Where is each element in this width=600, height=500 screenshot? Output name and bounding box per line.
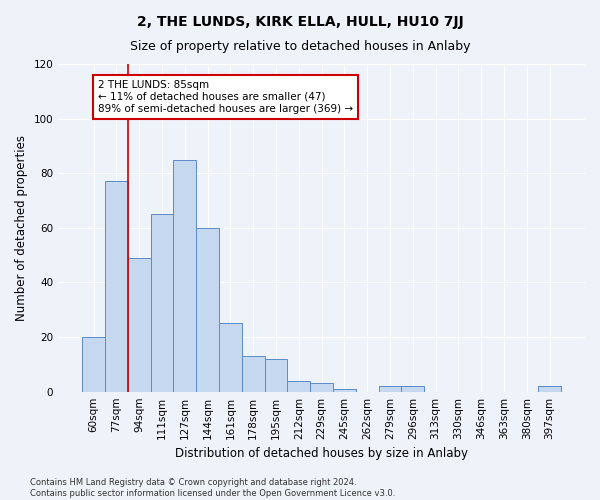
Bar: [242, 356, 265, 392]
Bar: [538, 386, 561, 392]
Bar: [333, 389, 356, 392]
Bar: [265, 359, 287, 392]
Text: 2 THE LUNDS: 85sqm
← 11% of detached houses are smaller (47)
89% of semi-detache: 2 THE LUNDS: 85sqm ← 11% of detached hou…: [98, 80, 353, 114]
Y-axis label: Number of detached properties: Number of detached properties: [15, 135, 28, 321]
Bar: [379, 386, 401, 392]
Bar: [401, 386, 424, 392]
Text: Size of property relative to detached houses in Anlaby: Size of property relative to detached ho…: [130, 40, 470, 53]
Bar: [151, 214, 173, 392]
Bar: [287, 381, 310, 392]
Bar: [219, 324, 242, 392]
Bar: [310, 384, 333, 392]
Bar: [82, 337, 105, 392]
Bar: [196, 228, 219, 392]
Bar: [173, 160, 196, 392]
Text: 2, THE LUNDS, KIRK ELLA, HULL, HU10 7JJ: 2, THE LUNDS, KIRK ELLA, HULL, HU10 7JJ: [137, 15, 463, 29]
Bar: [105, 182, 128, 392]
Bar: [128, 258, 151, 392]
Text: Contains HM Land Registry data © Crown copyright and database right 2024.
Contai: Contains HM Land Registry data © Crown c…: [30, 478, 395, 498]
X-axis label: Distribution of detached houses by size in Anlaby: Distribution of detached houses by size …: [175, 447, 468, 460]
